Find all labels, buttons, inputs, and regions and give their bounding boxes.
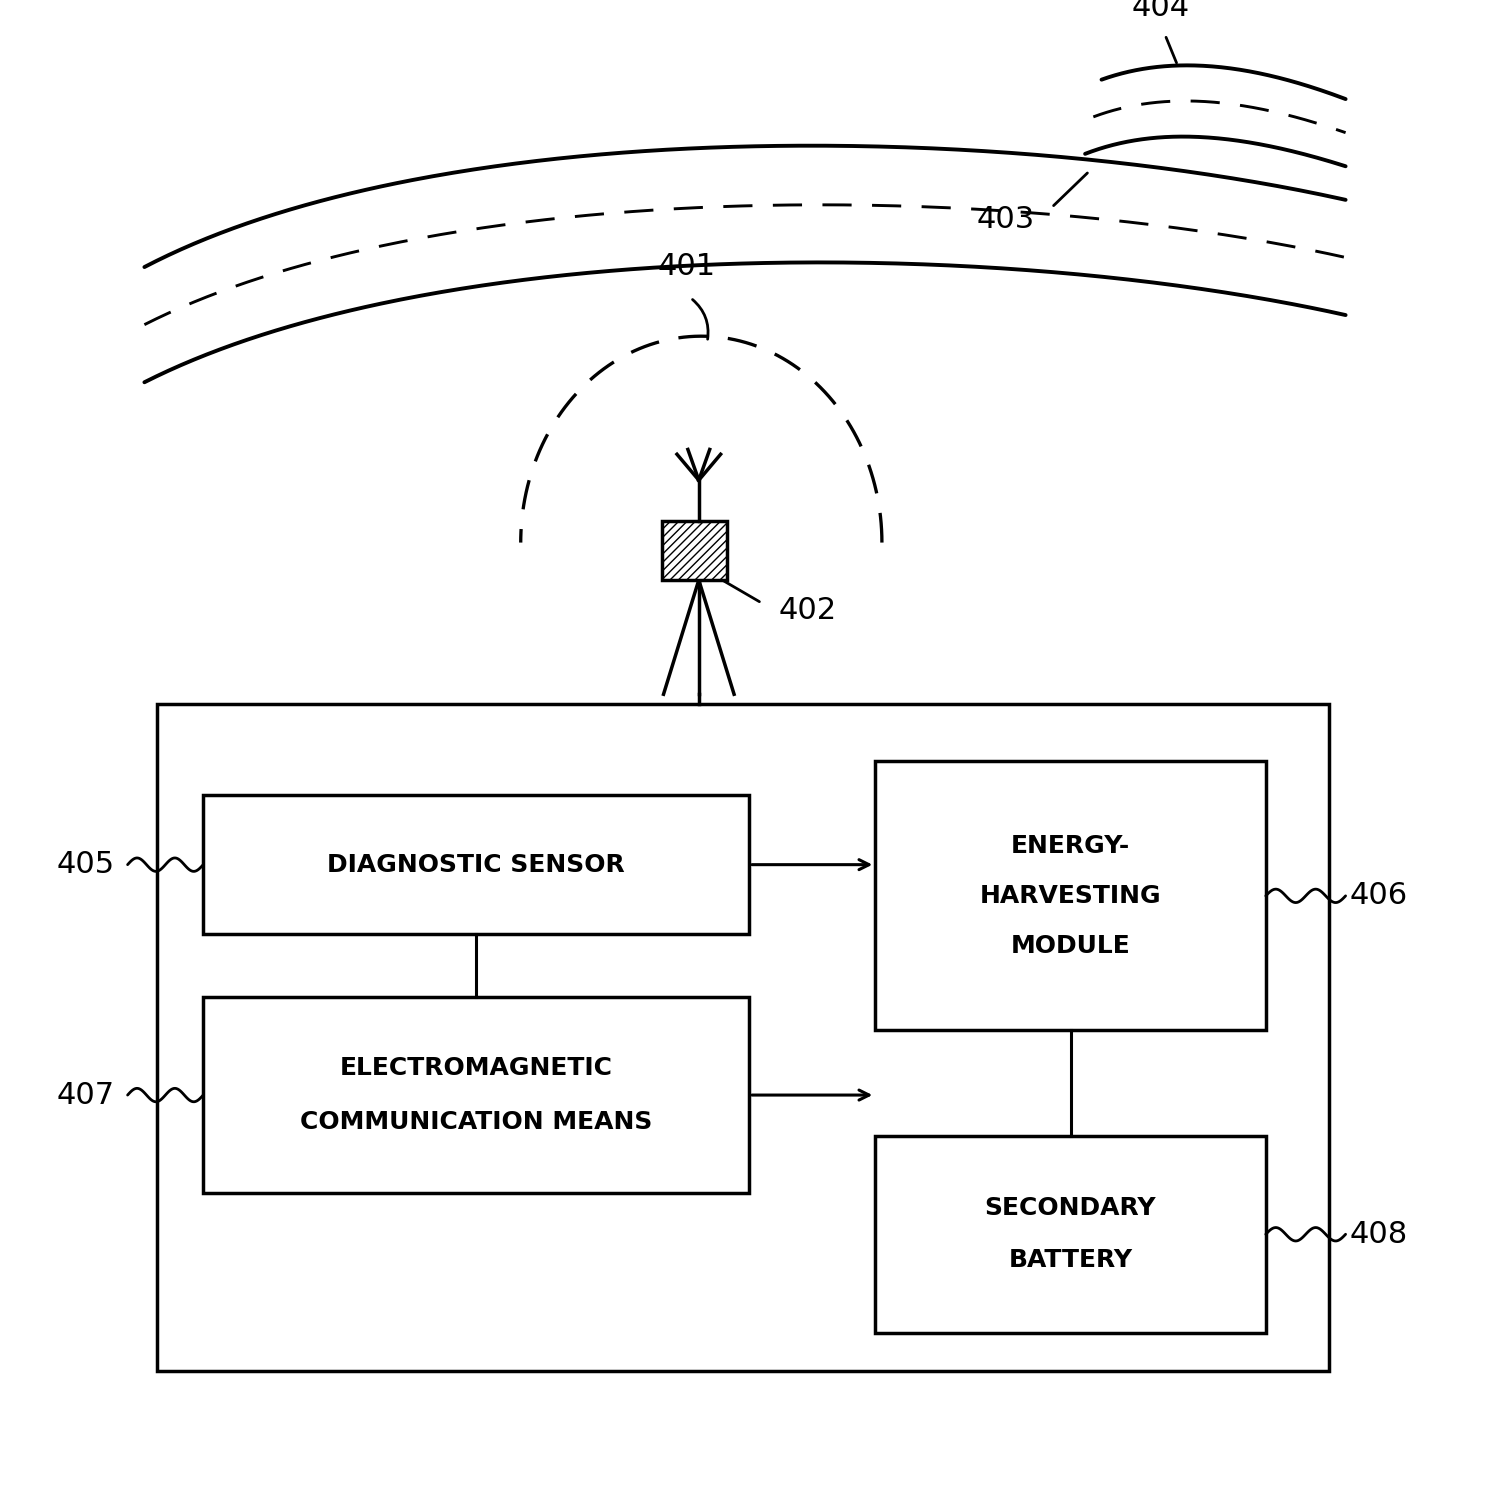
Text: 406: 406 <box>1350 882 1408 910</box>
Text: MODULE: MODULE <box>1010 934 1131 958</box>
Text: 408: 408 <box>1350 1220 1408 1248</box>
Text: 402: 402 <box>779 596 837 626</box>
Text: ENERGY-: ENERGY- <box>1010 834 1129 858</box>
Text: ELECTROMAGNETIC: ELECTROMAGNETIC <box>340 1057 612 1081</box>
FancyBboxPatch shape <box>875 1136 1266 1332</box>
FancyBboxPatch shape <box>156 704 1329 1371</box>
Text: DIAGNOSTIC SENSOR: DIAGNOSTIC SENSOR <box>328 853 626 877</box>
FancyBboxPatch shape <box>875 762 1266 1030</box>
Text: BATTERY: BATTERY <box>1009 1248 1132 1272</box>
Text: 407: 407 <box>57 1081 115 1109</box>
Text: SECONDARY: SECONDARY <box>985 1196 1156 1220</box>
Text: COMMUNICATION MEANS: COMMUNICATION MEANS <box>299 1109 653 1133</box>
Text: 404: 404 <box>1132 0 1191 22</box>
Text: HARVESTING: HARVESTING <box>980 883 1161 907</box>
Text: 403: 403 <box>976 205 1034 234</box>
Text: 405: 405 <box>57 850 115 879</box>
Text: 401: 401 <box>657 253 715 281</box>
FancyBboxPatch shape <box>203 795 749 934</box>
FancyBboxPatch shape <box>203 997 749 1193</box>
FancyBboxPatch shape <box>662 521 727 579</box>
